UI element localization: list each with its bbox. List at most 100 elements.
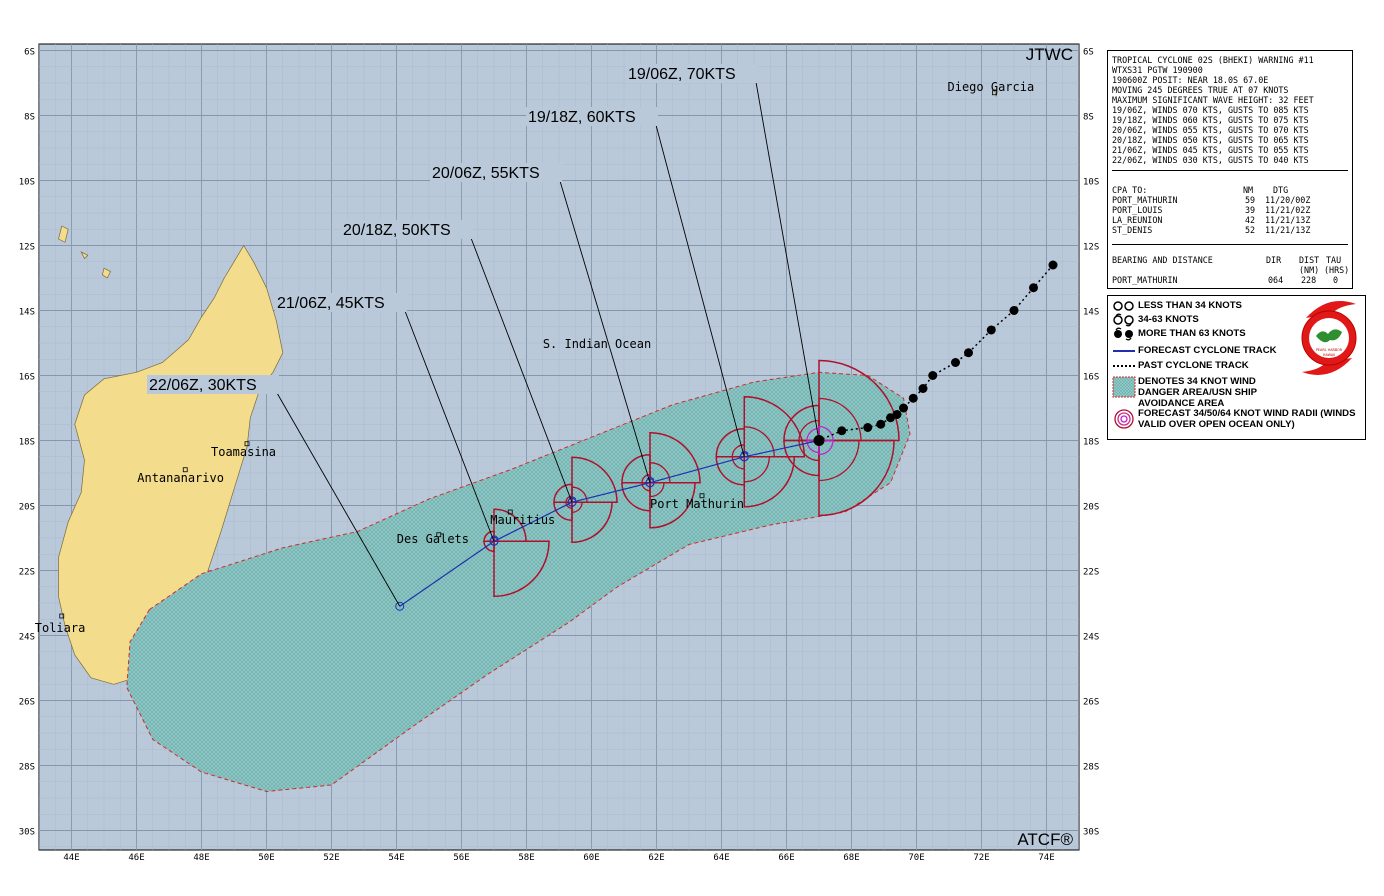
ocean-label: S. Indian Ocean xyxy=(543,337,651,351)
legend-item: FORECAST 34/50/64 KNOT WIND RADII (WINDS… xyxy=(1138,408,1356,430)
forecast-position-marker xyxy=(567,497,577,507)
forecast-position-marker xyxy=(645,478,655,488)
cpa-dtg: 11/20/00Z xyxy=(1265,195,1311,205)
forecast-position-marker xyxy=(395,601,405,611)
past-position-marker xyxy=(863,423,873,432)
lon-tick-label: 74E xyxy=(1038,853,1054,863)
legend-item: MORE THAN 63 KNOTS xyxy=(1138,328,1246,339)
place-label: Des Galets xyxy=(397,532,469,546)
forecast-label-bg xyxy=(526,107,658,126)
leader-line xyxy=(276,392,401,607)
place-label: Port Mathurin xyxy=(650,497,744,511)
lat-tick-label: 8S xyxy=(24,113,35,123)
axis-labels: 6S 6S 8S 8S 10S 10S 12S 12S 14S 14S 16S 16S 18S 18S 20… xyxy=(19,48,1100,864)
warning-text-line: MAXIMUM SIGNIFICANT WAVE HEIGHT: 32 FEET xyxy=(1112,95,1314,105)
lat-tick-label: 10S xyxy=(19,178,35,188)
past-position-marker xyxy=(1048,260,1058,270)
bearing-col-dist: DIST xyxy=(1299,255,1320,265)
wind-radius-quadrant xyxy=(743,455,796,508)
lon-tick-label: 48E xyxy=(193,853,209,863)
past-position-marker xyxy=(837,426,847,436)
lat-tick-label: 30S xyxy=(1083,828,1099,838)
past-position-marker xyxy=(899,403,908,413)
bearing-col-dir: DIR xyxy=(1266,255,1282,265)
leader-line xyxy=(755,81,820,441)
wind-radius-quadrant xyxy=(743,396,806,458)
past-track-line-icon xyxy=(1113,365,1135,367)
lat-tick-label: 10S xyxy=(1083,178,1099,188)
place-marker xyxy=(59,613,65,619)
forecast-label: 20/18Z, 50KTS xyxy=(343,222,451,239)
lat-tick-label: 16S xyxy=(19,373,35,383)
wind-radius-quadrant xyxy=(743,426,775,458)
lon-tick-label: 60E xyxy=(583,853,599,863)
forecast-position-marker xyxy=(489,536,499,546)
bearing-tau: 0 xyxy=(1333,275,1339,285)
past-position-marker xyxy=(964,348,973,358)
place-marker xyxy=(992,90,997,96)
warning-text-line: WTXS31 PGTW 190900 xyxy=(1112,65,1203,75)
wind-radius-quadrant xyxy=(571,486,588,503)
bearing-col-tau: TAU xyxy=(1326,255,1342,265)
wind-radius-quadrant xyxy=(649,482,665,498)
forecast-track-line-icon xyxy=(1113,350,1135,352)
lon-tick-label: 58E xyxy=(518,853,534,863)
danger-area xyxy=(126,371,911,793)
past-position-marker xyxy=(986,325,996,335)
leader-line xyxy=(404,310,495,542)
forecast-label: 20/06Z, 55KTS xyxy=(432,165,540,182)
storm-symbol-tail xyxy=(490,535,499,539)
place-marker xyxy=(699,493,705,499)
forecast-label-bg xyxy=(147,375,279,394)
forecast-label: 19/06Z, 70KTS xyxy=(628,66,736,83)
lat-tick-label: 22S xyxy=(19,568,35,578)
past-position-marker xyxy=(886,413,895,423)
agency-label: JTWC xyxy=(1026,45,1073,64)
lat-tick-label: 22S xyxy=(1083,568,1099,578)
bearing-dir: 064 xyxy=(1268,275,1284,285)
map-legend: LESS THAN 34 KNOTS 34-63 KNOTS MORE THAN… xyxy=(1107,295,1366,440)
lat-tick-label: 6S xyxy=(24,48,35,58)
mayotte-island xyxy=(102,267,111,279)
lat-tick-label: 26S xyxy=(1083,698,1099,708)
lat-tick-label: 24S xyxy=(1083,633,1099,643)
leader-line xyxy=(470,237,573,503)
cpa-nm: 42 xyxy=(1245,215,1256,225)
lon-tick-label: 64E xyxy=(713,853,729,863)
cpa-nm: 39 xyxy=(1245,205,1256,215)
legend-item: FORECAST CYCLONE TRACK xyxy=(1138,345,1277,356)
lat-tick-label: 6S xyxy=(1083,48,1094,58)
divider xyxy=(1112,170,1348,171)
wind-radii xyxy=(483,359,900,598)
forecast-label: 21/06Z, 45KTS xyxy=(277,295,385,312)
cpa-place: PORT_MATHURIN xyxy=(1112,195,1178,205)
forecast-label: 19/18Z, 60KTS xyxy=(528,109,636,126)
forecast-label-bg xyxy=(430,163,562,182)
past-position-marker xyxy=(876,419,886,429)
seal-text: HAWAII xyxy=(1323,353,1335,357)
danger-area-swatch-icon xyxy=(1112,376,1136,398)
jtwc-seal: PEARL HARBOR HAWAII xyxy=(1301,301,1357,375)
lon-tick-label: 50E xyxy=(258,853,274,863)
lat-tick-label: 20S xyxy=(19,503,35,513)
wind-radius-quadrant xyxy=(649,431,701,484)
atcf-label: ATCF® xyxy=(1017,830,1073,849)
warning-text-line: TROPICAL CYCLONE 02S (BHEKI) WARNING #11 xyxy=(1112,55,1314,65)
leader-line xyxy=(655,124,745,457)
danger-area-polygon xyxy=(126,371,911,793)
lat-tick-label: 12S xyxy=(19,243,35,253)
warning-info-box: TROPICAL CYCLONE 02S (BHEKI) WARNING #11… xyxy=(1107,50,1353,289)
wind-radius-quadrant xyxy=(493,508,527,543)
lon-tick-label: 54E xyxy=(388,853,404,863)
legend-item: 34-63 KNOTS xyxy=(1138,314,1199,325)
warning-text-line: 190600Z POSIT: NEAR 18.0S 67.0E xyxy=(1112,75,1269,85)
place-label: Toamasina xyxy=(211,445,276,459)
warning-text-line: MOVING 245 DEGREES TRUE AT 07 KNOTS xyxy=(1112,85,1289,95)
bearing-unit-dist: (NM) xyxy=(1299,265,1320,275)
lon-tick-label: 72E xyxy=(973,853,989,863)
wind-radius-quadrant xyxy=(818,439,834,456)
forecast-leaders: 19/06Z, 70KTS 19/18Z, 60KTS 20/06Z, 55KTS 2… xyxy=(147,64,820,607)
lon-tick-label: 46E xyxy=(128,853,144,863)
bearing-place: PORT_MATHURIN xyxy=(1112,275,1178,285)
